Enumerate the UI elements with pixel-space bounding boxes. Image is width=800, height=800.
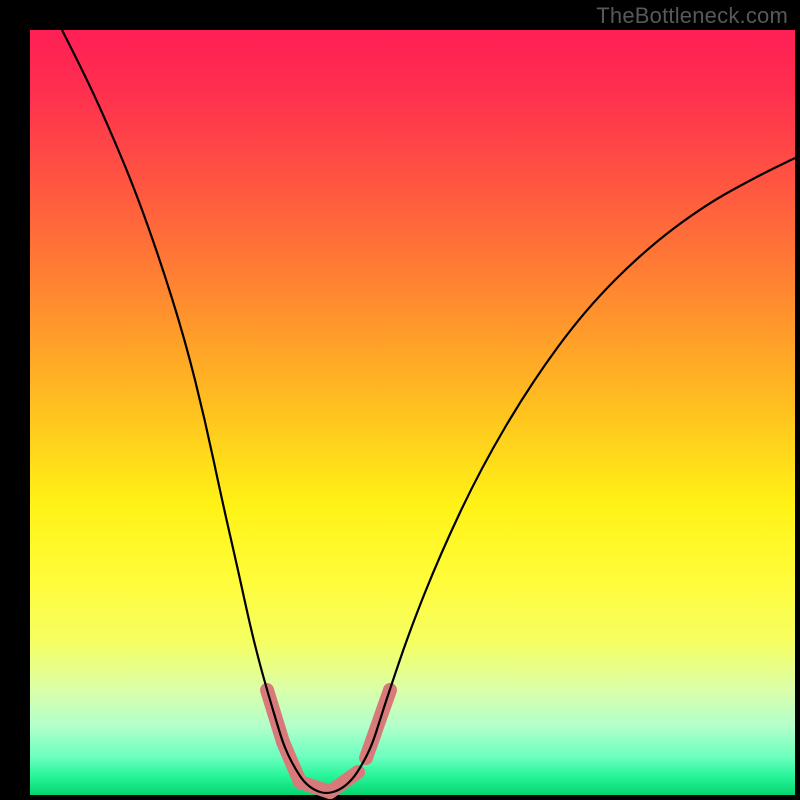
plot-background <box>30 30 795 795</box>
chart-stage: TheBottleneck.com <box>0 0 800 800</box>
chart-svg <box>0 0 800 800</box>
